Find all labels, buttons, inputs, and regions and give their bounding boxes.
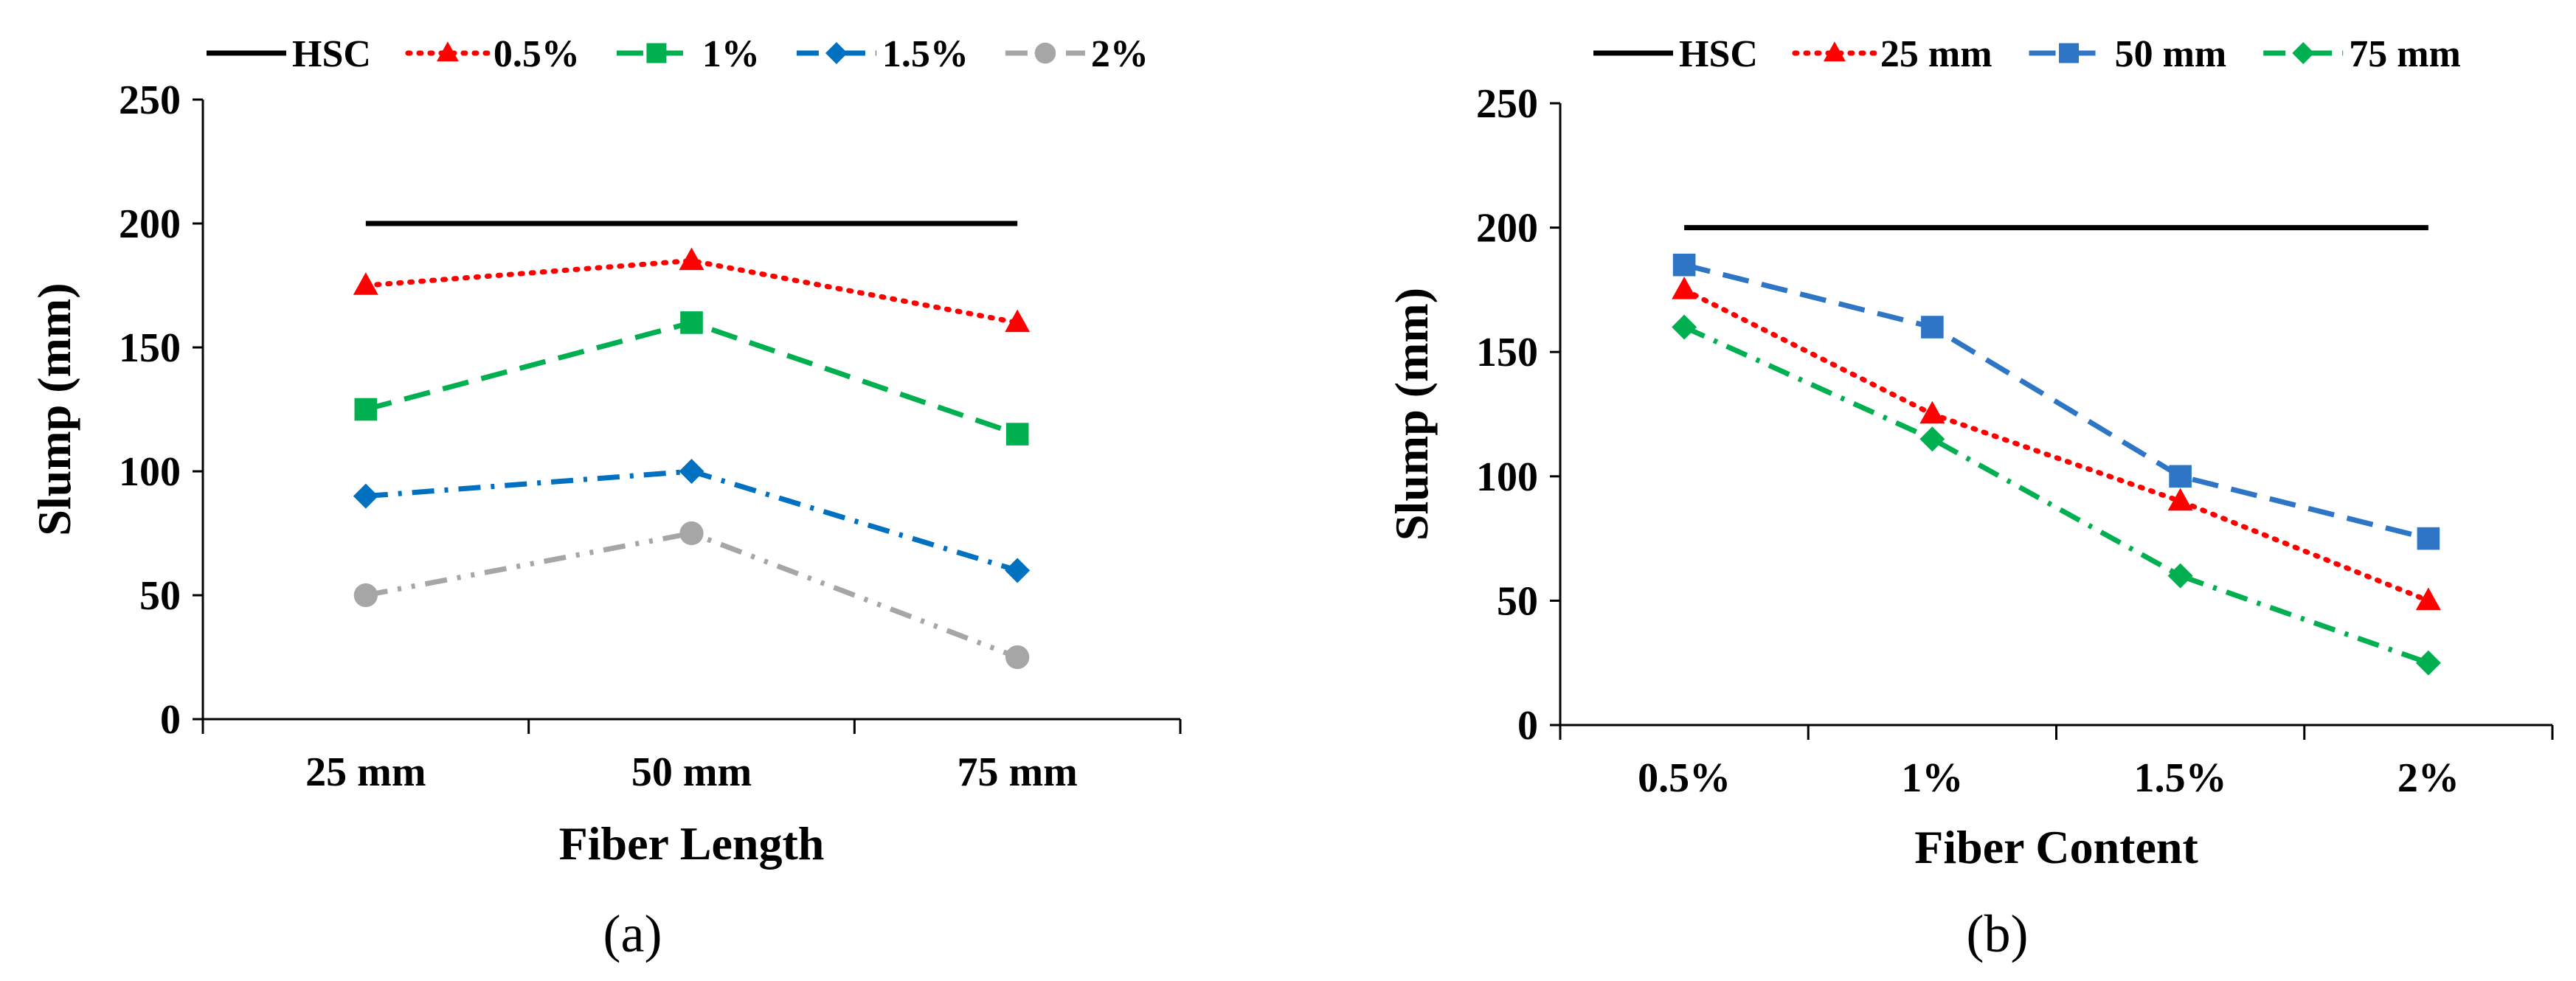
y-tick-label: 200 [119, 201, 181, 247]
y-tick-label: 0 [1517, 703, 1538, 749]
x-tick-label: 25 mm [305, 749, 426, 795]
x-tick-label: 1.5% [2134, 755, 2227, 801]
data-point-0-5pct [1005, 309, 1031, 333]
series-line-1pct [364, 319, 1019, 437]
series-line-75-mm [1683, 325, 2430, 666]
y-tick-label: 150 [1476, 330, 1538, 375]
series-line-50-mm [1683, 262, 2429, 541]
y-tick-label: 50 [1497, 578, 1538, 624]
data-point-50-mm [1921, 316, 1944, 339]
data-point-75-mm [2415, 650, 2441, 676]
panel-label: (b) [1967, 904, 2029, 963]
data-point-25-mm [2167, 488, 2193, 511]
data-point-25-mm [1672, 277, 1697, 299]
series-line-25-mm [1681, 287, 2431, 603]
data-point-25-mm [1919, 401, 1945, 424]
data-point-50-mm [2169, 465, 2192, 488]
data-point-50-mm [1672, 253, 1696, 277]
y-tick-label: 100 [119, 449, 181, 495]
data-point-1pct [680, 311, 703, 334]
legend-marker-1pct [646, 43, 667, 63]
y-tick-label: 200 [1476, 206, 1538, 252]
legend-label-hsc: HSC [292, 33, 371, 75]
chart-panel-b: 0 50 100 150 200 250 0.5% 1% 1.5% 2% Fiber Content… [1385, 33, 2554, 963]
legend-label-2pct: 2% [1091, 33, 1149, 75]
data-point-1-5pct [1005, 558, 1031, 583]
series-25-mm [1672, 277, 2441, 611]
x-axis-title: Fiber Content [1914, 821, 2198, 873]
legend: HSC 25 mm 50 mm 75 mm [1593, 33, 2461, 75]
data-point-0-5pct [679, 247, 704, 271]
data-point-1-5pct [679, 459, 704, 484]
y-tick-label: 50 [139, 573, 181, 619]
data-point-25-mm [2415, 587, 2441, 611]
data-point-0-5pct [353, 272, 378, 295]
legend-label-75-mm: 75 mm [2349, 33, 2461, 75]
y-tick-label: 250 [1476, 81, 1538, 127]
legend-marker-1-5pct [825, 42, 848, 64]
legend-label-1pct: 1% [702, 33, 760, 75]
y-tick-label: 0 [160, 697, 181, 743]
chart-panel-a: 0 50 100 150 200 250 25 mm 50 mm 75 mm Fiber Leng… [28, 33, 1182, 963]
data-point-2pct [679, 521, 704, 546]
y-tick-label: 100 [1476, 454, 1538, 500]
y-tick-label: 150 [119, 325, 181, 371]
data-point-75-mm [1919, 426, 1945, 452]
y-axis-title: Slump (mm) [28, 282, 80, 535]
series-0-5pct [353, 247, 1031, 333]
legend-label-25-mm: 25 mm [1880, 33, 1992, 75]
legend-marker-25-mm [1823, 41, 1846, 62]
x-tick-label: 75 mm [958, 749, 1078, 795]
legend: HSC 0.5% 1% 1.5% 2% [207, 33, 1149, 75]
x-tick-label: 1% [1901, 755, 1963, 801]
x-tick-label: 0.5% [1638, 755, 1731, 801]
data-point-1pct [354, 398, 378, 421]
series-1pct [354, 311, 1029, 446]
legend-marker-50-mm [2059, 43, 2080, 63]
x-tick-label: 2% [2397, 755, 2459, 801]
legend-label-50-mm: 50 mm [2115, 33, 2227, 75]
series-2pct [353, 521, 1030, 670]
series-line-2pct [365, 530, 1019, 660]
data-point-2pct [353, 583, 378, 608]
data-point-1-5pct [353, 483, 378, 509]
legend-marker-0-5pct [436, 41, 459, 62]
series-75-mm [1672, 314, 2441, 676]
legend-marker-75-mm [2292, 42, 2315, 64]
series-50-mm [1672, 253, 2440, 550]
y-axis-title: Slump (mm) [1385, 288, 1438, 541]
series-line-1-5pct [365, 468, 1019, 573]
legend-marker-2pct [1034, 42, 1056, 64]
series-1-5pct [353, 459, 1031, 583]
data-point-75-mm [1672, 314, 1697, 340]
legend-label-0-5pct: 0.5% [494, 33, 580, 75]
series-line-0-5pct [363, 257, 1020, 325]
legend-label-1-5pct: 1.5% [882, 33, 969, 75]
panel-label: (a) [603, 904, 662, 963]
x-tick-label: 50 mm [631, 749, 752, 795]
y-tick-label: 250 [119, 77, 181, 123]
data-point-50-mm [2417, 527, 2440, 550]
data-point-2pct [1005, 645, 1030, 670]
data-point-75-mm [2167, 563, 2193, 589]
legend-label-hsc: HSC [1679, 33, 1758, 75]
data-point-1pct [1005, 423, 1029, 446]
x-axis-title: Fiber Length [559, 817, 825, 870]
